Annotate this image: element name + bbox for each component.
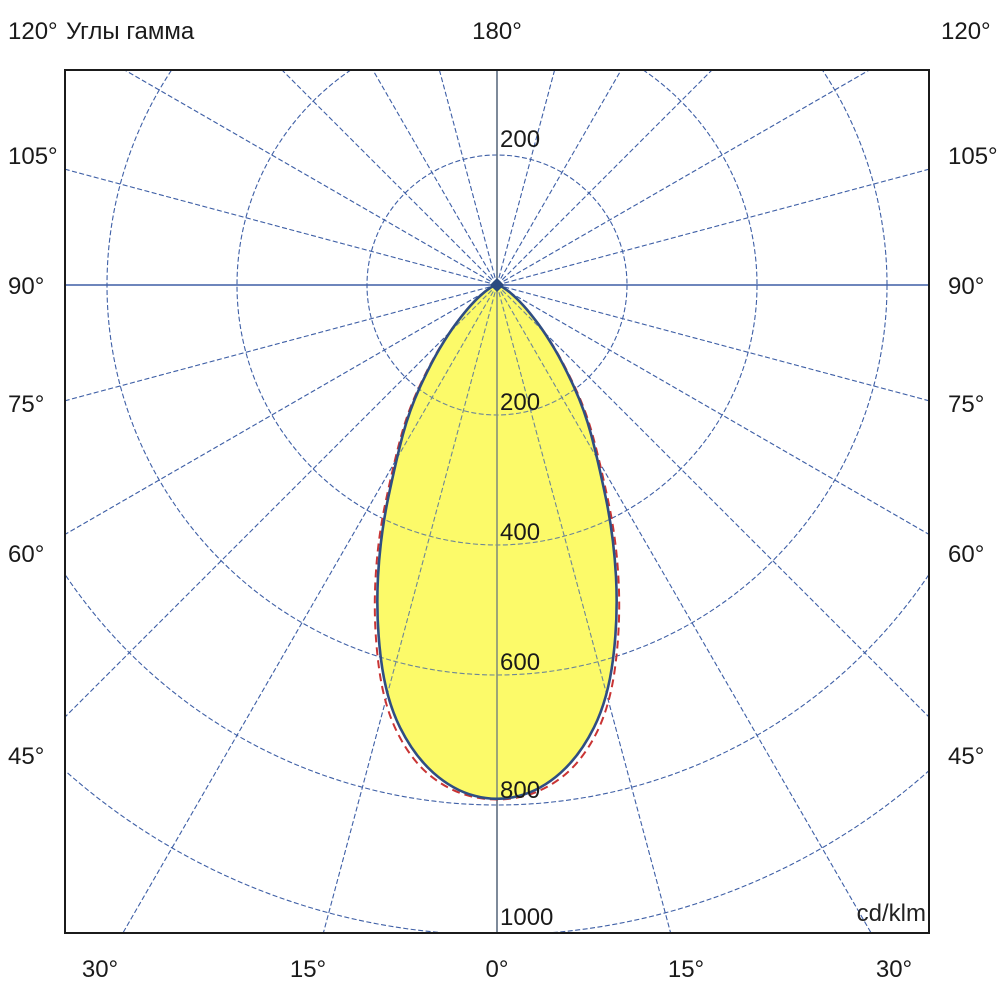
gamma-label-bottom-30-left: 30°: [82, 956, 118, 983]
radial-label-800: 800: [500, 777, 540, 804]
radial-label-400: 400: [500, 519, 540, 546]
gamma-label-top-right-120: 120°: [941, 18, 991, 45]
gamma-label-top-left-120: 120°: [8, 18, 58, 45]
gamma-label-180: 180°: [472, 18, 522, 45]
gamma-label-left-75: 75°: [8, 391, 44, 418]
gamma-label-bottom-15-left: 15°: [290, 956, 326, 983]
gamma-label-right-90: 90°: [948, 273, 984, 300]
gamma-label-right-105: 105°: [948, 143, 998, 170]
radial-label-600: 600: [500, 649, 540, 676]
plot-border: [64, 69, 930, 934]
intensity-curve-c0: [376, 283, 618, 801]
gamma-label-bottom-0: 0°: [486, 956, 509, 983]
gamma-label-left-60: 60°: [8, 541, 44, 568]
gamma-label-right-60: 60°: [948, 541, 984, 568]
pole-marker: [490, 278, 504, 292]
gamma-label-bottom-30-right: 30°: [876, 956, 912, 983]
gamma-label-left-90: 90°: [8, 273, 44, 300]
curve-outline-layer: [376, 278, 618, 801]
gamma-label-right-45: 45°: [948, 743, 984, 770]
unit-label: cd/klm: [857, 900, 926, 927]
radial-label-200: 200: [500, 389, 540, 416]
gamma-label-bottom-15-right: 15°: [668, 956, 704, 983]
radial-label-1000: 1000: [500, 904, 553, 931]
chart-title: Углы гамма: [66, 18, 195, 45]
gamma-label-right-75: 75°: [948, 391, 984, 418]
gamma-label-left-45: 45°: [8, 743, 44, 770]
radial-label-200-upper: 200: [500, 126, 540, 153]
gamma-label-left-105: 105°: [8, 143, 58, 170]
